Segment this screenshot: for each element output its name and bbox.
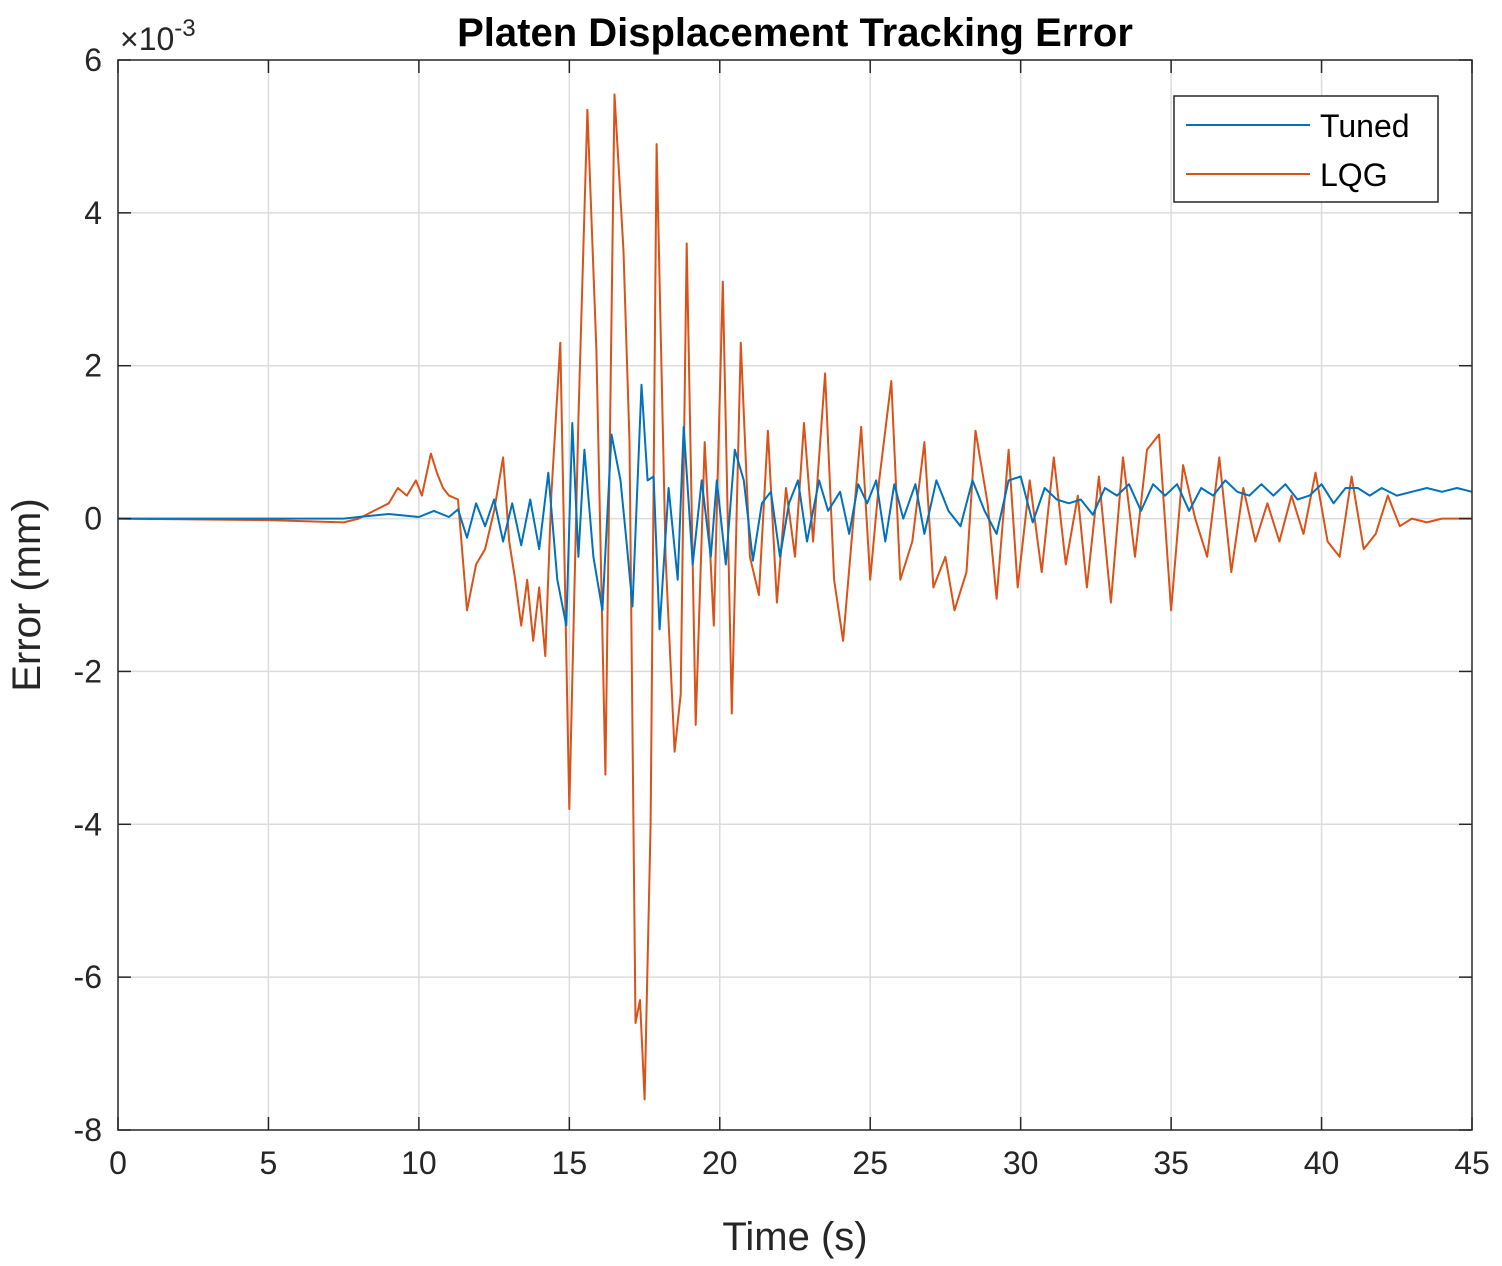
y-tick-label: 4 xyxy=(84,195,102,231)
y-tick-label: -6 xyxy=(74,959,102,995)
y-tick-label: 2 xyxy=(84,348,102,384)
y-exponent-label: ×10-3 xyxy=(120,15,196,57)
y-tick-label: -8 xyxy=(74,1112,102,1148)
y-axis-label: Error (mm) xyxy=(5,498,49,691)
x-axis-label: Time (s) xyxy=(722,1215,867,1259)
series-line-lqg xyxy=(117,93,1472,1101)
x-tick-label: 5 xyxy=(260,1145,278,1181)
x-tick-label: 30 xyxy=(1003,1145,1039,1181)
y-exponent-power: -3 xyxy=(174,15,195,42)
x-tick-label: 10 xyxy=(401,1145,437,1181)
grid xyxy=(118,60,1472,1130)
x-tick-label: 20 xyxy=(702,1145,738,1181)
plot-area-border xyxy=(117,59,1473,1131)
x-tick-label: 40 xyxy=(1304,1145,1340,1181)
y-tick-label: -4 xyxy=(74,806,102,842)
series-line-tuned xyxy=(118,383,1473,631)
series-layer xyxy=(117,93,1473,1101)
y-exponent-base: ×10 xyxy=(120,21,174,57)
ticks xyxy=(117,59,1473,1131)
legend-box xyxy=(1173,95,1439,203)
legend: Tuned LQG xyxy=(1173,95,1439,203)
y-tick-label: 6 xyxy=(84,42,102,78)
legend-label-tuned: Tuned xyxy=(1320,108,1410,144)
legend-label-lqg: LQG xyxy=(1320,157,1388,193)
y-tick-labels: -8 -6 -4 -2 0 2 4 6 xyxy=(74,42,102,1148)
y-tick-label: 0 xyxy=(84,501,102,537)
x-tick-label: 15 xyxy=(552,1145,588,1181)
x-tick-label: 0 xyxy=(109,1145,127,1181)
chart-title: Platen Displacement Tracking Error xyxy=(457,11,1133,55)
x-tick-label: 45 xyxy=(1454,1145,1490,1181)
y-tick-label: -2 xyxy=(74,653,102,689)
x-tick-label: 25 xyxy=(852,1145,888,1181)
x-tick-label: 35 xyxy=(1153,1145,1189,1181)
x-tick-labels: 0 5 10 15 20 25 30 35 40 45 xyxy=(109,1145,1490,1181)
